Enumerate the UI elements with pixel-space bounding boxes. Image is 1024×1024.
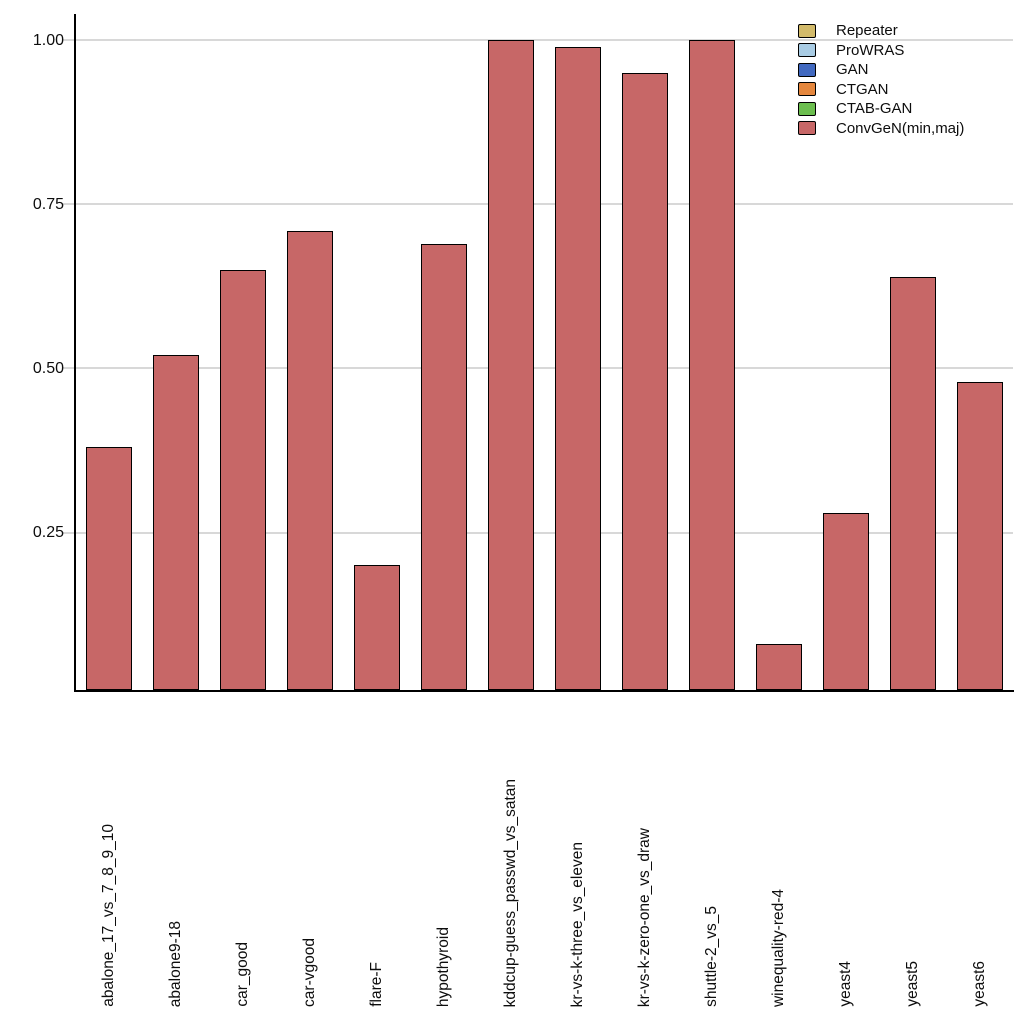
- legend-swatch-icon: [798, 121, 816, 136]
- x-tick-label: abalone_17_vs_7_8_9_10: [100, 824, 118, 1007]
- bar: [220, 269, 267, 690]
- x-tick-slot: winequality-red-4: [745, 701, 812, 1007]
- x-tick-slot: hypothyroid: [411, 701, 478, 1007]
- x-tick-label: shuttle-2_vs_5: [702, 906, 720, 1007]
- x-tick-slot: abalone9-18: [143, 701, 210, 1007]
- y-axis-spine: [74, 14, 76, 692]
- x-tick-label: abalone9-18: [167, 920, 185, 1007]
- x-tick-label: flare-F: [368, 962, 386, 1007]
- bar: [688, 40, 735, 690]
- x-tick-label: kr-vs-k-three_vs_eleven: [568, 841, 586, 1007]
- bar: [822, 512, 869, 690]
- legend-swatch-icon: [798, 23, 816, 38]
- x-tick-slot: car-vgood: [277, 701, 344, 1007]
- x-tick-slot: shuttle-2_vs_5: [678, 701, 745, 1007]
- bars-layer: [76, 15, 1013, 690]
- gridline-layer: [63, 15, 1013, 690]
- legend-swatch-icon: [798, 101, 816, 116]
- bar: [287, 230, 334, 690]
- y-gridline: [63, 39, 1013, 42]
- x-tick-label: hypothyroid: [435, 926, 453, 1007]
- x-tick-slot: yeast4: [812, 701, 879, 1007]
- y-gridline: [63, 367, 1013, 370]
- bar: [421, 243, 468, 690]
- y-tick-label: 0.25: [32, 524, 64, 542]
- x-tick-slot: kddcup-guess_passwd_vs_satan: [478, 701, 545, 1007]
- x-tick-label: car-vgood: [301, 938, 319, 1007]
- x-tick-slot: flare-F: [344, 701, 411, 1007]
- x-tick-labels: abalone_17_vs_7_8_9_10 abalone9-18 car_goo…: [76, 701, 1013, 1007]
- legend-label: ConvGeN(min,maj): [836, 119, 965, 137]
- legend-item: Repeater: [798, 21, 964, 41]
- x-tick-slot: abalone_17_vs_7_8_9_10: [76, 701, 143, 1007]
- bar: [354, 565, 401, 690]
- y-tick-label: 1.00: [32, 32, 64, 50]
- legend-swatch-icon: [798, 62, 816, 77]
- x-tick-label: yeast6: [970, 961, 988, 1007]
- legend-label: Repeater: [836, 22, 898, 40]
- bar: [554, 46, 601, 690]
- legend-label: GAN: [836, 61, 869, 79]
- legend-item: GAN: [798, 60, 964, 80]
- bar: [755, 644, 802, 690]
- x-tick-slot: car_good: [210, 701, 277, 1007]
- x-tick-label: yeast4: [836, 961, 854, 1007]
- legend-swatch-icon: [798, 82, 816, 97]
- y-tick-label: 0.75: [32, 196, 64, 214]
- bar: [153, 355, 200, 690]
- x-tick-label: winequality-red-4: [769, 888, 787, 1007]
- x-tick-label: kddcup-guess_passwd_vs_satan: [502, 778, 520, 1007]
- bar: [488, 40, 535, 690]
- x-axis-spine: [74, 690, 1014, 692]
- legend-swatch-icon: [798, 43, 816, 58]
- x-tick-label: kr-vs-k-zero-one_vs_draw: [635, 827, 653, 1007]
- legend-label: CTGAN: [836, 80, 889, 98]
- x-tick-slot: kr-vs-k-zero-one_vs_draw: [611, 701, 678, 1007]
- bar: [621, 73, 668, 690]
- bar: [86, 447, 133, 690]
- y-tick-label: 0.50: [32, 360, 64, 378]
- legend: Repeater ProWRAS GAN CTGAN CTAB-GAN ConvGeN(m…: [798, 21, 964, 138]
- x-tick-label: yeast5: [903, 961, 921, 1007]
- y-gridline: [63, 203, 1013, 206]
- y-gridline: [63, 531, 1013, 534]
- legend-item: CTAB-GAN: [798, 99, 964, 119]
- bar: [956, 381, 1003, 690]
- legend-label: ProWRAS: [836, 41, 905, 59]
- legend-item: CTGAN: [798, 80, 964, 100]
- legend-item: ConvGeN(min,maj): [798, 119, 964, 139]
- legend-label: CTAB-GAN: [836, 100, 913, 118]
- legend-item: ProWRAS: [798, 41, 964, 61]
- x-tick-label: car_good: [234, 942, 252, 1007]
- x-tick-slot: yeast6: [946, 701, 1013, 1007]
- y-tick-labels: 0.25 0.50 0.75 1.00: [0, 15, 64, 690]
- bar: [889, 276, 936, 690]
- x-tick-slot: kr-vs-k-three_vs_eleven: [545, 701, 612, 1007]
- x-tick-slot: yeast5: [879, 701, 946, 1007]
